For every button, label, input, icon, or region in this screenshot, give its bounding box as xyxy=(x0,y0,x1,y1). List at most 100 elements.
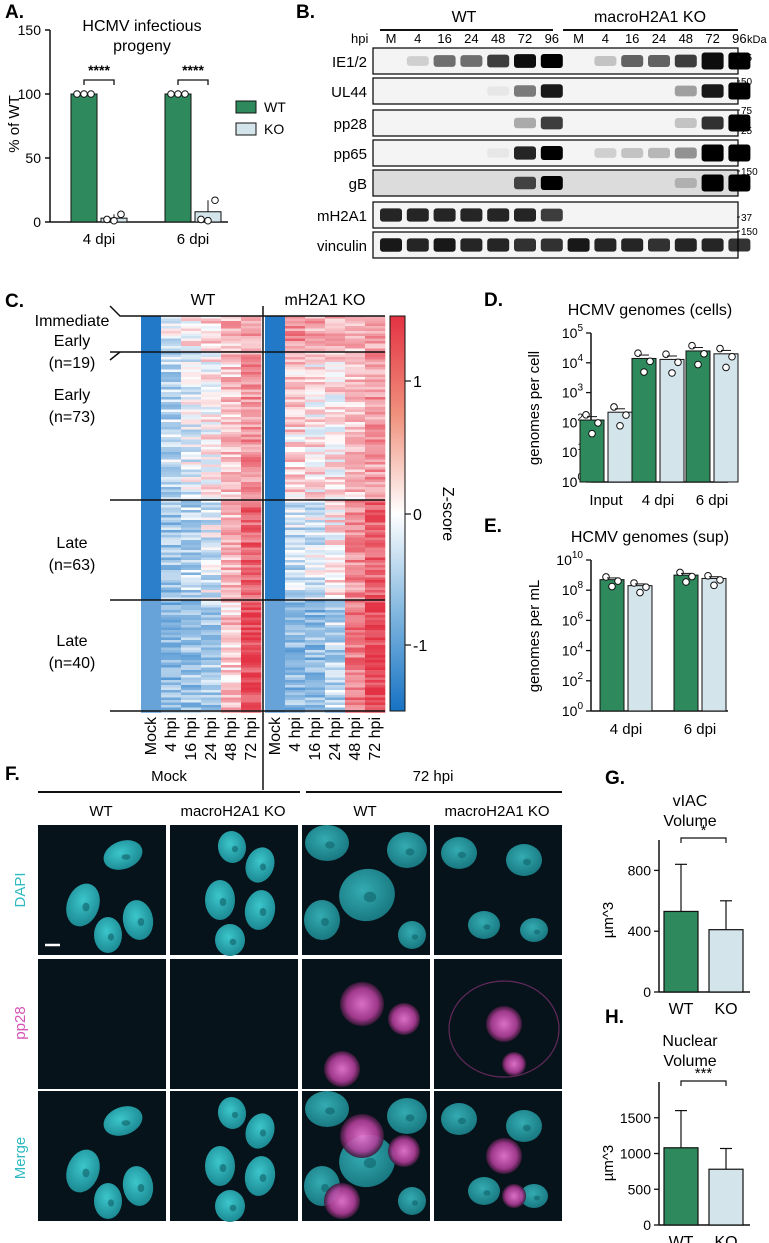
heatmap-cell xyxy=(201,535,222,538)
heatmap-cell xyxy=(221,399,242,403)
heatmap-cell xyxy=(305,417,326,420)
panel-b-hpi-label: hpi xyxy=(351,31,368,46)
heatmap-cell xyxy=(365,394,386,398)
heatmap-cell xyxy=(161,527,182,531)
heatmap-cell xyxy=(365,419,386,423)
heatmap-cell xyxy=(365,545,386,548)
heatmap-cell xyxy=(305,341,326,344)
heatmap-cell xyxy=(265,419,286,423)
heatmap-cell xyxy=(365,367,386,370)
heatmap-cell xyxy=(365,530,386,533)
heatmap-cell xyxy=(241,570,262,573)
heatmap-cell xyxy=(201,587,222,591)
heatmap-cell xyxy=(265,394,286,398)
heatmap-cell xyxy=(305,354,326,358)
blot-band xyxy=(701,174,724,192)
lane-label: 72 xyxy=(518,31,532,46)
heatmap-cell xyxy=(141,500,162,503)
heatmap-cell xyxy=(285,357,306,360)
heatmap-cell xyxy=(221,500,242,503)
heatmap-cell xyxy=(285,622,306,626)
heatmap-cell xyxy=(141,575,162,578)
heatmap-cell xyxy=(161,617,182,621)
panel-b-group-wt: WT xyxy=(452,9,477,26)
heatmap-cell xyxy=(161,323,182,327)
heatmap-cell xyxy=(305,645,326,648)
heatmap-cell xyxy=(365,333,386,337)
heatmap-cell xyxy=(325,409,346,413)
heatmap-cell xyxy=(221,577,242,581)
heatmap-cell xyxy=(365,670,386,673)
heatmap-cell xyxy=(201,341,222,344)
heatmap-cell xyxy=(365,605,386,608)
heatmap-cell xyxy=(285,532,306,536)
heatmap-cell xyxy=(305,577,326,581)
heatmap-cell xyxy=(325,382,346,385)
heatmap-cell xyxy=(325,357,346,360)
colorbar-tick-label: 0 xyxy=(413,507,422,524)
heatmap-cell xyxy=(241,444,262,448)
heatmap-cell xyxy=(265,635,286,638)
heatmap-cell xyxy=(221,414,242,418)
heatmap-cell xyxy=(345,464,366,468)
heatmap-cell xyxy=(305,469,326,473)
heatmap-cell xyxy=(325,580,346,583)
bar-wt xyxy=(599,579,625,712)
heatmap-cell xyxy=(265,540,286,543)
heatmap-cell xyxy=(265,343,286,347)
heatmap-cell xyxy=(221,512,242,516)
heatmap-cell xyxy=(141,487,162,490)
heatmap-cell xyxy=(285,595,306,598)
heatmap-cell xyxy=(285,515,306,518)
nucleolus xyxy=(523,858,531,866)
panel-b-group-ko: macroH2A1 KO xyxy=(594,9,706,26)
heatmap-cell xyxy=(325,384,346,388)
heatmap-cell xyxy=(161,662,182,666)
heatmap-cell xyxy=(201,374,222,378)
nucleus xyxy=(520,1184,548,1208)
data-point xyxy=(167,90,175,98)
heatmap-cell xyxy=(365,520,386,523)
heatmap-cell xyxy=(181,690,202,693)
heatmap-cell xyxy=(201,665,222,668)
heatmap-cell xyxy=(285,429,306,433)
heatmap-cell xyxy=(201,452,222,455)
heatmap-cell xyxy=(181,702,202,706)
heatmap-cell xyxy=(161,469,182,473)
heatmap-cell xyxy=(345,537,366,541)
nucleolus xyxy=(458,851,466,859)
heatmap-cell xyxy=(345,444,366,448)
heatmap-cell xyxy=(365,427,386,430)
heatmap-cell xyxy=(161,427,182,430)
heatmap-cell xyxy=(221,517,242,521)
heatmap-cell xyxy=(325,667,346,671)
heatmap-cell xyxy=(305,364,326,368)
heatmap-cell xyxy=(305,627,326,631)
heatmap-cell xyxy=(241,510,262,513)
cluster-label: (n=73) xyxy=(49,409,96,426)
heatmap-cell xyxy=(285,547,306,551)
heatmap-cell xyxy=(345,570,366,573)
heatmap-cell xyxy=(141,675,162,678)
heatmap-cell xyxy=(365,575,386,578)
heatmap-cell xyxy=(161,417,182,420)
heatmap-cell xyxy=(221,369,242,373)
heatmap-cell xyxy=(305,545,326,548)
heatmap-cell xyxy=(221,572,242,576)
heatmap-cell xyxy=(141,612,162,616)
bar-ko xyxy=(708,929,744,993)
heatmap-cell xyxy=(285,336,306,339)
heatmap-cell xyxy=(285,434,306,438)
heatmap-cell xyxy=(305,605,326,608)
panel-c-colorbar-label: Z-score xyxy=(439,487,456,541)
heatmap-cell xyxy=(265,575,286,578)
panel-c: C. WT mH2A1 KO ImmediateEarly(n=19)Early… xyxy=(5,291,456,790)
heatmap-cell xyxy=(201,645,222,648)
heatmap-cell xyxy=(181,565,202,568)
heatmap-cell xyxy=(181,412,202,415)
heatmap-cell xyxy=(325,575,346,578)
heatmap-cell xyxy=(181,449,202,453)
heatmap-cell xyxy=(201,520,222,523)
heatmap-cell xyxy=(345,369,366,373)
